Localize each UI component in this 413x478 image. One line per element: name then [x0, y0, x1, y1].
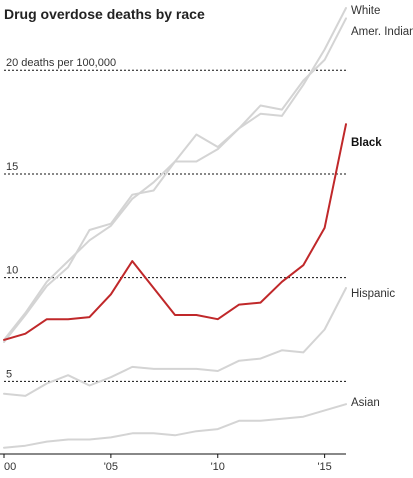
y-tick-label-20: 20 deaths per 100,000 [6, 57, 116, 69]
y-tick-label-10: 10 [6, 265, 18, 277]
series-lines [3, 7, 347, 449]
x-tick-label-2010: '10 [211, 461, 225, 473]
x-tick-label-2015: '15 [317, 461, 331, 473]
x-tick-label-2005: '05 [104, 461, 118, 473]
chart-title: Drug overdose deaths by race [4, 6, 205, 22]
gridlines [4, 69, 346, 382]
x-tick-label-2000: 00 [4, 461, 16, 473]
series-label-asian: Asian [351, 397, 380, 409]
series-labels: White Amer. Indian Black Hispanic Asian [351, 5, 413, 409]
y-tick-label-5: 5 [6, 368, 12, 380]
series-label-white: White [351, 5, 380, 17]
series-label-hispanic: Hispanic [351, 288, 395, 300]
series-label-black: Black [351, 137, 382, 149]
series-line-hispanic [3, 287, 347, 397]
series-line-black [3, 123, 347, 341]
series-label-amer-indian: Amer. Indian [351, 26, 413, 38]
y-tick-label-15: 15 [6, 161, 18, 173]
y-tick-labels: 5 10 15 20 deaths per 100,000 [6, 57, 116, 380]
series-line-asian [3, 403, 347, 449]
series-line-amer-indian [3, 17, 347, 343]
x-axis: 00 '05 '10 '15 [0, 453, 346, 473]
